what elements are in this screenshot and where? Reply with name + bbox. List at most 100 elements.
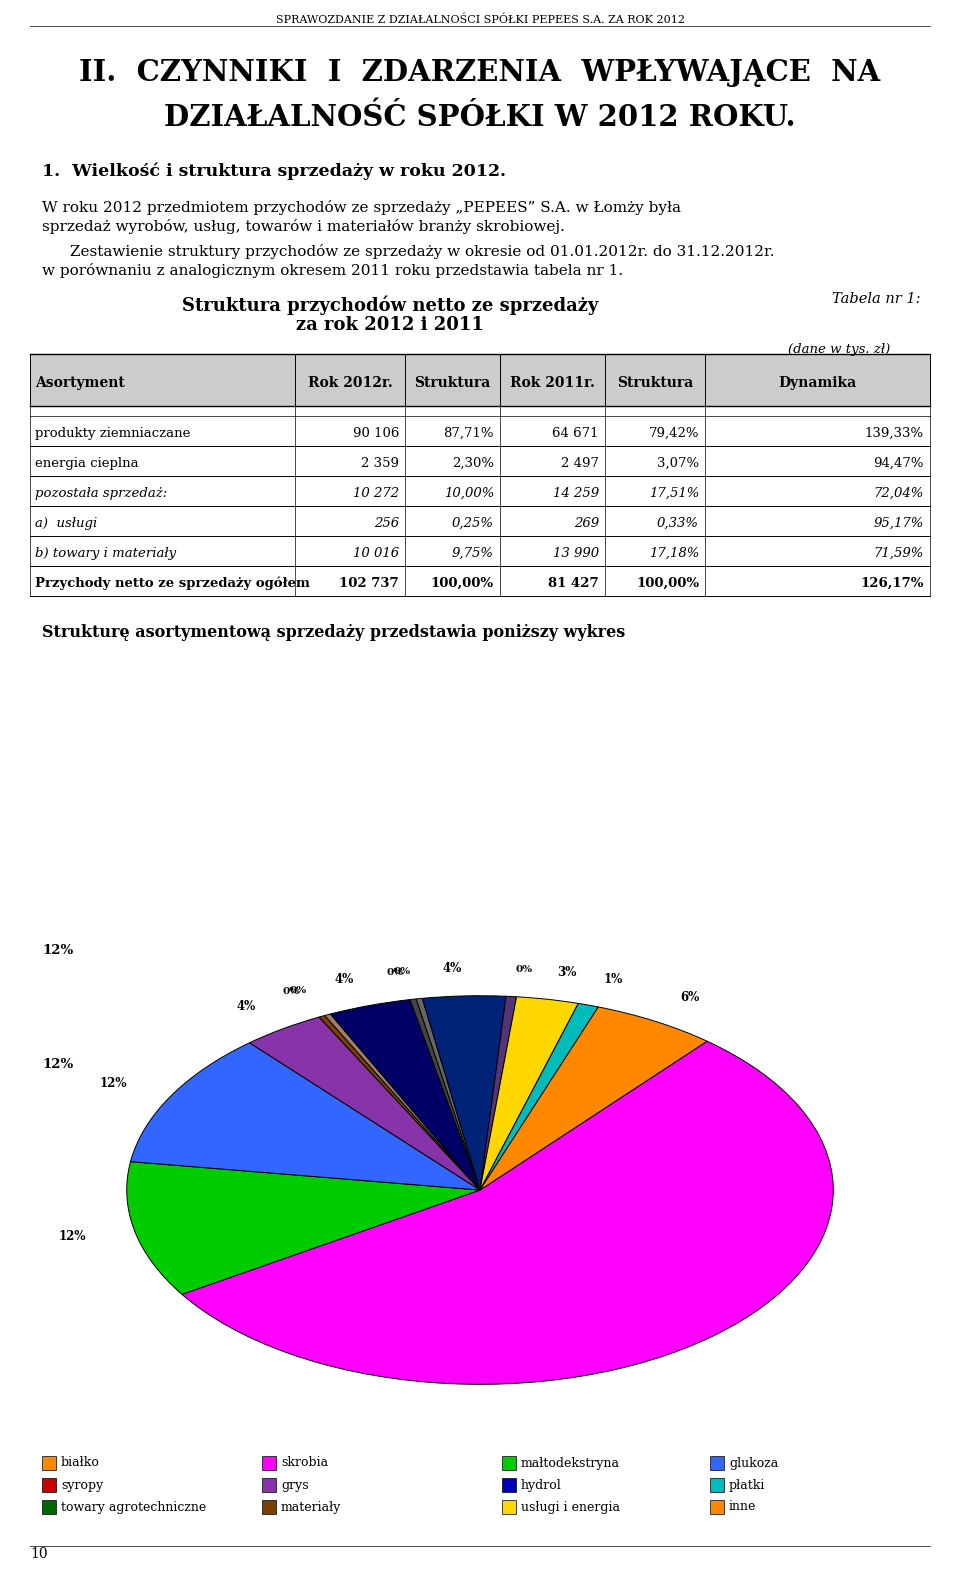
Wedge shape [480,996,516,1191]
Bar [710,1478,724,1492]
Text: białko: białko [61,1456,100,1469]
Text: Rok 2012r.: Rok 2012r. [307,375,393,390]
Bar [262,1456,276,1470]
Text: 9,75%: 9,75% [452,547,494,559]
Text: 0%: 0% [394,968,411,976]
Text: Przychody netto ze sprzedaży ogółem: Przychody netto ze sprzedaży ogółem [35,577,310,589]
Text: energia cieplna: energia cieplna [35,457,138,470]
Text: materiały: materiały [281,1500,342,1513]
Text: 0%: 0% [516,965,533,974]
Text: 3,07%: 3,07% [657,457,699,470]
Text: 81 427: 81 427 [548,577,599,589]
Text: w porównaniu z analogicznym okresem 2011 roku przedstawia tabela nr 1.: w porównaniu z analogicznym okresem 2011… [42,262,623,278]
Text: 10: 10 [30,1547,48,1562]
Text: 17,18%: 17,18% [649,547,699,559]
Text: 1%: 1% [604,972,623,985]
Text: 87,71%: 87,71% [444,426,494,440]
Text: małtodekstryna: małtodekstryna [521,1456,620,1469]
Text: b) towary i materiały: b) towary i materiały [35,547,176,559]
Text: W roku 2012 przedmiotem przychodów ze sprzedaży „PEPEES” S.A. w Łomży była: W roku 2012 przedmiotem przychodów ze sp… [42,200,681,215]
Bar [502,1478,516,1492]
Text: 3%: 3% [557,966,577,979]
Bar [42,1456,56,1470]
Text: 0,33%: 0,33% [657,517,699,529]
Wedge shape [480,1004,598,1191]
Text: II.  CZYNNIKI  I  ZDARZENIA  WPŁYWAJĄCE  NA: II. CZYNNIKI I ZDARZENIA WPŁYWAJĄCE NA [80,58,880,86]
Text: 4%: 4% [236,999,255,1013]
Text: hydrol: hydrol [521,1478,562,1491]
Bar [262,1478,276,1492]
Text: usługi i energia: usługi i energia [521,1500,620,1513]
Bar [262,1500,276,1514]
Text: Struktura przychodów netto ze sprzedaży: Struktura przychodów netto ze sprzedaży [181,295,598,314]
Text: 0%: 0% [289,985,306,994]
Text: 12%: 12% [100,1076,128,1090]
Text: 90 106: 90 106 [352,426,399,440]
Text: 79,42%: 79,42% [649,426,699,440]
Text: glukoza: glukoza [729,1456,779,1469]
Text: 71,59%: 71,59% [874,547,924,559]
Bar [42,1500,56,1514]
Text: syropy: syropy [61,1478,104,1491]
Wedge shape [181,1042,833,1384]
Text: inne: inne [729,1500,756,1513]
Wedge shape [250,1016,480,1191]
Text: Asortyment: Asortyment [35,375,125,390]
Bar [502,1456,516,1470]
Wedge shape [319,1015,480,1191]
Wedge shape [480,996,578,1191]
Text: SPRAWOZDANIE Z DZIAŁALNOŚCI SPÓŁKI PEPEES S.A. ZA ROK 2012: SPRAWOZDANIE Z DZIAŁALNOŚCI SPÓŁKI PEPEE… [276,14,684,25]
Bar [42,1478,56,1492]
Text: 256: 256 [373,517,399,529]
Text: 94,47%: 94,47% [874,457,924,470]
Text: 100,00%: 100,00% [431,577,494,589]
Text: 2 497: 2 497 [561,457,599,470]
Text: produkty ziemniaczane: produkty ziemniaczane [35,426,190,440]
Wedge shape [417,998,480,1191]
Wedge shape [127,1161,480,1295]
Text: grys: grys [281,1478,308,1491]
Wedge shape [330,999,480,1191]
Text: 14 259: 14 259 [553,487,599,500]
Text: 0%: 0% [282,988,300,996]
Text: 1.  Wielkość i struktura sprzedaży w roku 2012.: 1. Wielkość i struktura sprzedaży w roku… [42,162,506,179]
Text: 100,00%: 100,00% [636,577,699,589]
Text: 72,04%: 72,04% [874,487,924,500]
Text: 4%: 4% [443,963,462,976]
Wedge shape [422,996,506,1191]
Wedge shape [480,1007,708,1191]
Text: Tabela nr 1:: Tabela nr 1: [831,292,920,306]
Text: płatki: płatki [729,1478,765,1491]
Text: pozostała sprzedaż:: pozostała sprzedaż: [35,487,167,500]
Text: 17,51%: 17,51% [649,487,699,500]
Text: 2,30%: 2,30% [452,457,494,470]
Text: 0,25%: 0,25% [452,517,494,529]
Text: (dane w tys. zł): (dane w tys. zł) [788,342,890,357]
Text: 13 990: 13 990 [553,547,599,559]
Text: Strukturę asortymentową sprzedaży przedstawia poniższy wykres: Strukturę asortymentową sprzedaży przeds… [42,624,625,641]
Wedge shape [410,999,480,1191]
Bar [710,1500,724,1514]
Text: DZIAŁALNOŚĆ SPÓŁKI W 2012 ROKU.: DZIAŁALNOŚĆ SPÓŁKI W 2012 ROKU. [164,104,796,132]
Text: a)  usługi: a) usługi [35,517,97,529]
Text: 95,17%: 95,17% [874,517,924,529]
Text: 64 671: 64 671 [553,426,599,440]
Text: 12%: 12% [42,944,73,957]
Text: Zestawienie struktury przychodów ze sprzedaży w okresie od 01.01.2012r. do 31.12: Zestawienie struktury przychodów ze sprz… [70,244,775,259]
Wedge shape [131,1043,480,1191]
Text: 2 359: 2 359 [361,457,399,470]
Text: 0%: 0% [387,968,404,977]
Bar [30,353,930,405]
Text: za rok 2012 i 2011: za rok 2012 i 2011 [296,316,484,335]
Text: skrobia: skrobia [281,1456,328,1469]
Text: 139,33%: 139,33% [865,426,924,440]
Bar [710,1456,724,1470]
Wedge shape [324,1013,480,1191]
Text: towary agrotechniczne: towary agrotechniczne [61,1500,206,1513]
Text: sprzedaż wyrobów, usług, towarów i materiałów branży skrobiowej.: sprzedaż wyrobów, usług, towarów i mater… [42,218,564,234]
Text: 10 272: 10 272 [353,487,399,500]
Text: Struktura: Struktura [617,375,693,390]
Bar [502,1500,516,1514]
Text: 12%: 12% [42,1059,73,1071]
Text: 4%: 4% [335,972,354,987]
